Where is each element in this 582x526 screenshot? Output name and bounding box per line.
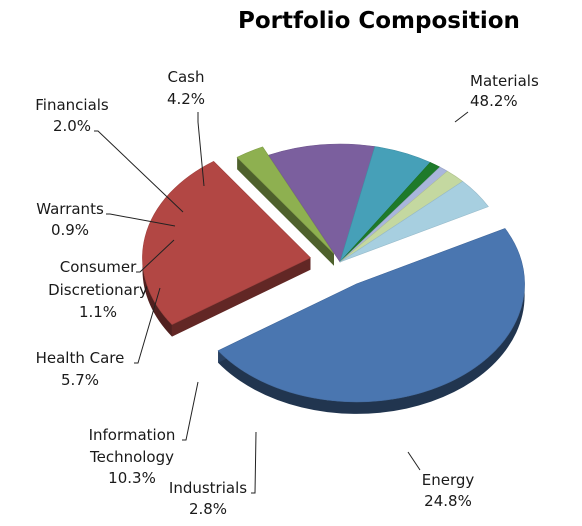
value-label-health-care: 5.7% bbox=[61, 371, 99, 389]
slice-cash bbox=[339, 180, 489, 263]
category-label-materials: Materials bbox=[470, 72, 539, 90]
value-label-financials: 2.0% bbox=[53, 117, 91, 135]
category-label-health-care: Health Care bbox=[36, 349, 125, 367]
chart-title-text: Portfolio Composition bbox=[238, 8, 520, 34]
leader-warrants bbox=[106, 213, 176, 227]
value-label-industrials: 2.8% bbox=[189, 500, 227, 518]
slice-face-energy-0 bbox=[171, 257, 311, 337]
category-label-industrials: Industrials bbox=[169, 479, 247, 497]
category-label-warrants: Warrants bbox=[36, 200, 104, 218]
leader-information-technology bbox=[182, 381, 199, 441]
slice-side-energy bbox=[142, 257, 172, 337]
slice-materials bbox=[217, 228, 525, 403]
value-label-energy: 24.8% bbox=[424, 492, 472, 510]
slice-information-technology bbox=[268, 143, 376, 263]
value-label-materials: 48.2% bbox=[470, 92, 518, 110]
data-labels: Materials 48.2% Energy 24.8% Industrials 2.8%… bbox=[35, 68, 539, 518]
value-label-cash: 4.2% bbox=[167, 90, 205, 108]
category-label-information-technology: Information bbox=[89, 426, 176, 444]
category-label-cash: Cash bbox=[168, 68, 205, 86]
value-label-consumer-discretionary: 1.1% bbox=[79, 303, 117, 321]
slice-energy bbox=[142, 160, 311, 325]
category-label-financials: Financials bbox=[35, 96, 109, 114]
category-label-energy: Energy bbox=[422, 471, 475, 489]
leader-health-care bbox=[134, 287, 161, 364]
leader-financials bbox=[94, 130, 184, 213]
value-label-warrants: 0.9% bbox=[51, 221, 89, 239]
leader-energy bbox=[407, 451, 421, 471]
category-label-consumer-discretionary: Discretionary bbox=[48, 281, 148, 299]
pie-slices bbox=[142, 143, 525, 403]
category-label-consumer-discretionary: Consumer bbox=[60, 258, 137, 276]
category-label-information-technology: Technology bbox=[89, 448, 174, 466]
leader-lines bbox=[94, 111, 469, 494]
leader-industrials bbox=[251, 431, 257, 494]
slice-face-industrials-0 bbox=[237, 157, 334, 266]
leader-consumer-discretionary bbox=[136, 239, 175, 273]
leader-cash bbox=[197, 112, 205, 187]
leader-materials bbox=[454, 111, 469, 123]
value-label-information-technology: 10.3% bbox=[108, 469, 156, 487]
slice-industrials bbox=[236, 146, 335, 254]
